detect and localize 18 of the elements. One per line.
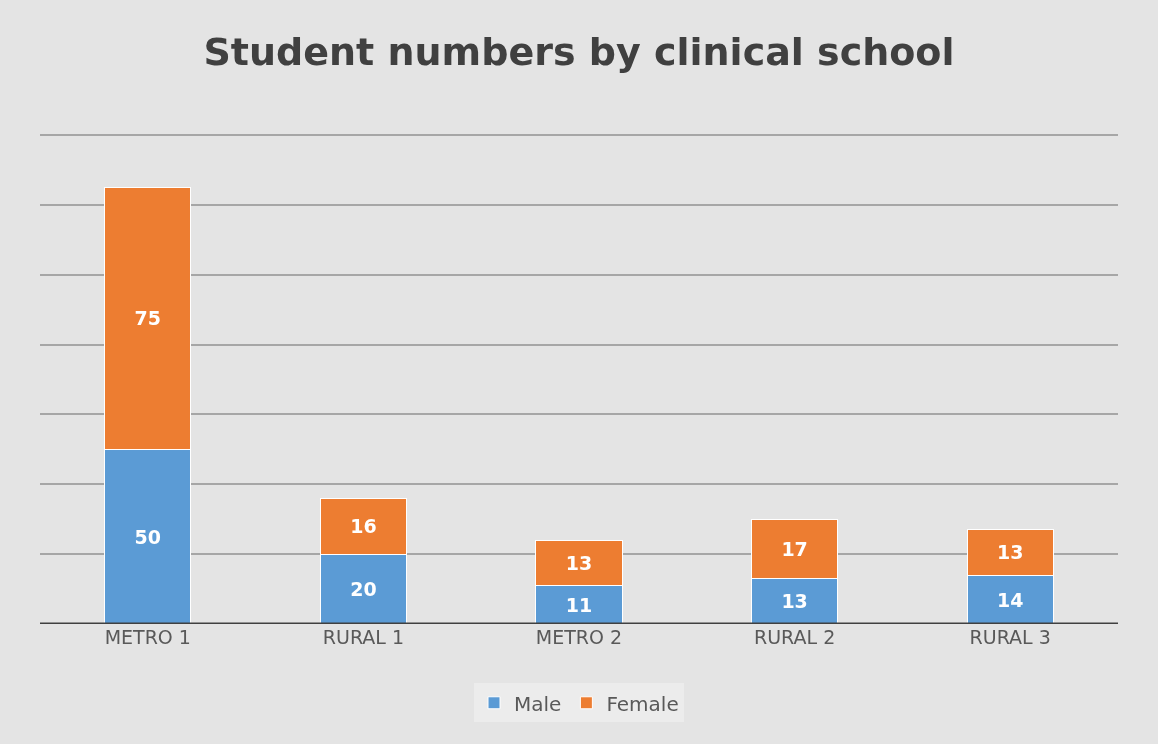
data-label: 17 bbox=[781, 537, 808, 560]
data-label: 13 bbox=[996, 541, 1024, 564]
x-tick-label: METRO 2 bbox=[535, 626, 623, 648]
x-tick-label: RURAL 1 bbox=[322, 626, 405, 648]
data-label: 13 bbox=[565, 551, 593, 574]
data-label: 14 bbox=[996, 588, 1024, 611]
data-label: 75 bbox=[134, 307, 162, 330]
data-label: 11 bbox=[565, 593, 593, 616]
x-tick-label: RURAL 2 bbox=[753, 626, 836, 648]
data-label: 13 bbox=[781, 590, 808, 613]
data-label: 50 bbox=[134, 525, 162, 548]
x-tick-label: RURAL 3 bbox=[969, 626, 1051, 648]
legend-label: Male bbox=[514, 691, 562, 716]
chart-title: Student numbers by clinical school bbox=[203, 30, 955, 75]
legend-label: Female bbox=[606, 691, 679, 716]
data-label: 20 bbox=[350, 578, 377, 601]
x-tick-label: METRO 1 bbox=[104, 626, 191, 648]
data-label: 16 bbox=[350, 515, 377, 538]
